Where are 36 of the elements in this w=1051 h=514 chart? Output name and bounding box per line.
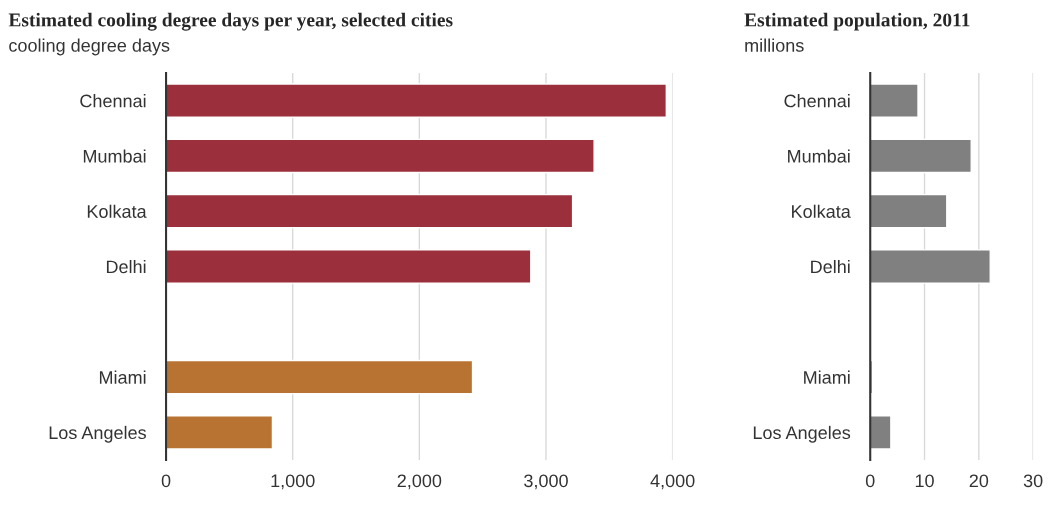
x-tick-label: 0	[161, 474, 171, 488]
x-tick-label: 3,000	[524, 474, 568, 490]
y-tick-label: Kolkata	[792, 204, 851, 218]
bar	[870, 83, 919, 118]
bar	[166, 359, 474, 395]
bar	[166, 83, 668, 118]
x-tick-label: 10	[915, 474, 934, 488]
y-tick-label: Chennai	[784, 94, 850, 108]
bar	[870, 415, 892, 450]
bar	[166, 415, 274, 450]
y-tick-label: Mumbai	[788, 149, 850, 163]
y-tick-label: Chennai	[80, 94, 146, 108]
y-tick-label: Los Angeles	[49, 425, 146, 443]
chart-title: Estimated cooling degree days per year, selected cities	[8, 12, 453, 31]
y-tick-label: Delhi	[811, 259, 850, 274]
y-tick-label: Kolkata	[87, 204, 147, 218]
bar	[166, 193, 574, 229]
x-tick-label: 30	[1023, 474, 1043, 488]
bar	[870, 249, 991, 284]
y-tick-label: Mumbai	[83, 149, 146, 163]
bar	[166, 249, 532, 284]
y-tick-label: Delhi	[106, 259, 146, 274]
bar	[166, 138, 595, 174]
bar	[870, 138, 972, 174]
y-tick-label: Miami	[99, 370, 146, 384]
y-tick-label: Los Angeles	[753, 425, 851, 443]
chart-subtitle: millions	[745, 38, 804, 52]
chart-title: Estimated population, 2011	[744, 12, 970, 31]
x-tick-label: 20	[969, 474, 989, 488]
x-tick-label: 1,000	[271, 474, 315, 490]
x-tick-label: 4,000	[650, 474, 695, 490]
bar	[870, 193, 948, 229]
x-tick-label: 0	[865, 474, 875, 488]
chart-subtitle: cooling degree days	[9, 38, 170, 56]
y-tick-label: Miami	[804, 370, 850, 384]
x-tick-label: 2,000	[397, 474, 442, 490]
